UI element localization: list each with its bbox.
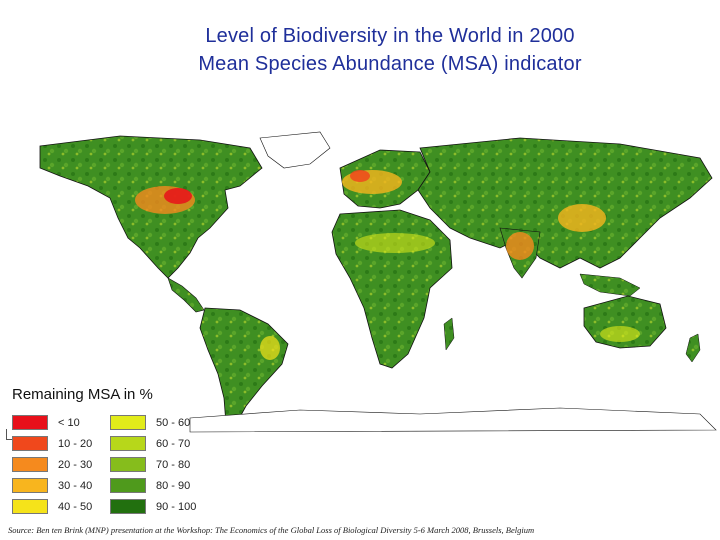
legend-label: 70 - 80 [156,458,191,471]
legend-swatch [110,499,146,514]
central-america [167,277,205,313]
legend-label: 40 - 50 [58,500,93,513]
legend-item: 70 - 80 [110,454,196,475]
legend-item: 60 - 70 [110,433,196,454]
legend: < 10 10 - 20 20 - 30 30 - 40 40 - 50 50 … [8,406,208,518]
legend-swatch [12,415,48,430]
legend-item: 20 - 30 [12,454,92,475]
legend-item: 40 - 50 [12,496,92,517]
legend-swatch [12,457,48,472]
southeast-asia-islands [579,273,641,297]
world-map [0,128,720,438]
legend-label: < 10 [58,416,80,429]
greenland [259,131,331,169]
legend-item: 10 - 20 [12,433,92,454]
title-line-2: Mean Species Abundance (MSA) indicator [198,53,582,75]
legend-label: 60 - 70 [156,437,191,450]
antarctica-outline [189,407,717,433]
legend-label: 80 - 90 [156,479,191,492]
legend-swatch [12,436,48,451]
legend-column-right: 50 - 60 60 - 70 70 - 80 80 - 90 90 - 100 [110,412,196,517]
legend-label: 50 - 60 [156,416,191,429]
asia [417,137,713,269]
title-line-1: Level of Biodiversity in the World in 20… [205,25,575,47]
legend-column-left: < 10 10 - 20 20 - 30 30 - 40 40 - 50 [12,412,92,517]
legend-label: 90 - 100 [156,500,197,513]
legend-title: Remaining MSA in % [12,386,153,403]
legend-item: 80 - 90 [110,475,196,496]
legend-item: 30 - 40 [12,475,92,496]
legend-swatch [110,478,146,493]
source-citation: Source: Ben ten Brink (MNP) presentation… [8,525,535,535]
legend-bracket [6,429,15,440]
legend-swatch [12,499,48,514]
legend-label: 20 - 30 [58,458,93,471]
legend-label: 10 - 20 [58,437,93,450]
legend-swatch [110,457,146,472]
madagascar [443,317,455,351]
legend-label: 30 - 40 [58,479,93,492]
legend-swatch [110,415,146,430]
legend-item: 90 - 100 [110,496,196,517]
legend-item: 50 - 60 [110,412,196,433]
new-zealand [685,333,701,363]
low-msa-hotspots [135,170,640,360]
map-title: Level of Biodiversity in the World in 20… [60,22,720,78]
legend-item: < 10 [12,412,92,433]
legend-swatch [12,478,48,493]
legend-swatch [110,436,146,451]
world-map-svg [0,128,720,438]
